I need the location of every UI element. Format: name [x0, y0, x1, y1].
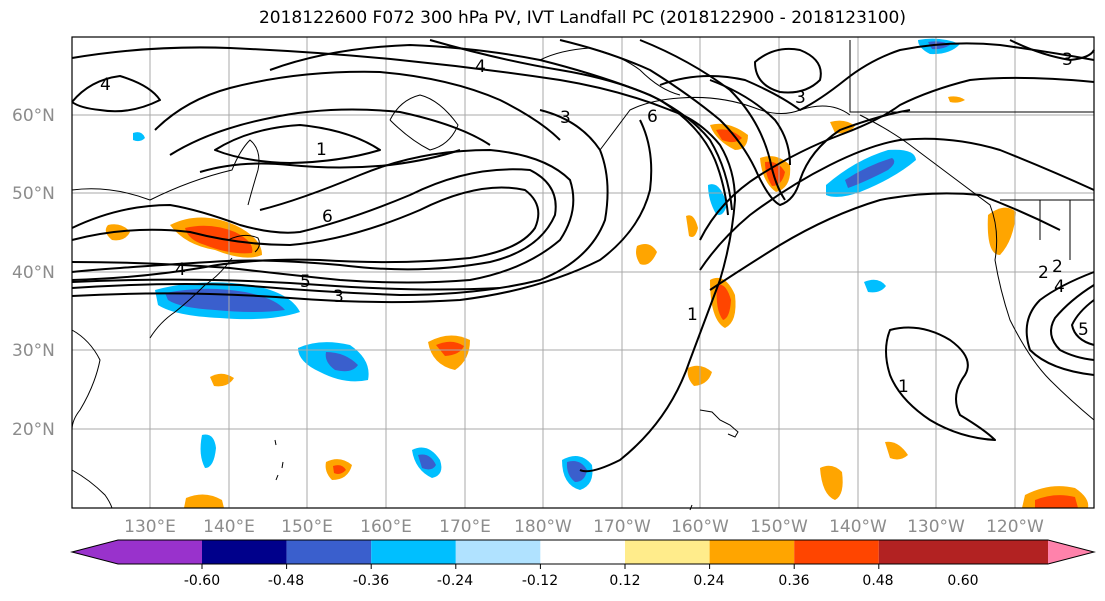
contour-label: 3 — [560, 108, 571, 128]
map-title: 2018122600 F072 300 hPa PV, IVT Landfall… — [258, 8, 906, 28]
pv-contours — [71, 39, 1095, 473]
colorbar-swatch — [878, 540, 1048, 564]
contour-label: 4 — [100, 75, 111, 95]
lon-label: 150°E — [281, 517, 333, 537]
colorbar-swatch — [202, 540, 287, 564]
contour-label: 6 — [322, 207, 333, 227]
coastlines — [71, 40, 1095, 511]
colorbar-ticks — [201, 564, 880, 569]
colorbar-swatch — [72, 540, 202, 564]
colorbar-tick-label: -0.48 — [268, 573, 304, 589]
colorbar-swatch — [455, 540, 541, 564]
longitude-labels: 130°E 140°E 150°E 160°E 170°E 180°W 170°… — [124, 517, 1044, 537]
map-frame — [71, 36, 1095, 509]
colorbar-swatches — [72, 540, 1094, 564]
lon-label: 140°W — [829, 517, 887, 537]
lon-label: 130°W — [907, 517, 965, 537]
colorbar-tick-label: 0.60 — [947, 573, 978, 589]
contour-label: 4 — [475, 57, 486, 77]
contour-label: 1 — [687, 305, 698, 325]
contour-label: 3 — [333, 287, 344, 307]
colorbar-tick-label: 0.36 — [778, 573, 809, 589]
colorbar-tick-label: 0.12 — [609, 573, 640, 589]
colorbar-swatch — [709, 540, 795, 564]
colorbar-outline — [70, 539, 1096, 565]
contour-label: 1 — [898, 377, 909, 397]
contour-label: 3 — [1062, 50, 1073, 70]
contour-label: 1 — [316, 140, 327, 160]
contour-label: 5 — [1078, 320, 1089, 340]
colorbar-tick-labels: -0.60 -0.48 -0.36 -0.24 -0.12 0.12 0.24 … — [184, 573, 979, 589]
contour-label: 2 — [1052, 257, 1063, 277]
lat-label: 20°N — [12, 420, 55, 440]
contour-labels: 4 4 3 6 1 6 4 5 3 3 1 1 2 2 4 5 3 — [100, 50, 1089, 397]
lon-label: 150°W — [750, 517, 808, 537]
contour-label: 4 — [1054, 277, 1065, 297]
lon-label: 170°W — [593, 517, 651, 537]
lon-label: 170°E — [439, 517, 491, 537]
colorbar-swatch — [286, 540, 372, 564]
contour-label: 3 — [795, 88, 806, 108]
colorbar-swatch — [540, 540, 625, 564]
lon-label: 120°W — [986, 517, 1044, 537]
lon-label: 160°W — [671, 517, 729, 537]
colorbar-tick-label: -0.36 — [353, 573, 389, 589]
lat-label: 30°N — [12, 341, 55, 361]
colorbar-tick-label: -0.12 — [522, 573, 558, 589]
colorbar-swatch — [1048, 540, 1094, 564]
colorbar-swatch — [625, 540, 710, 564]
colorbar-swatch — [371, 540, 456, 564]
colorbar-tick-label: -0.60 — [184, 573, 220, 589]
lon-label: 160°E — [360, 517, 412, 537]
colorbar-tick-label: 0.24 — [693, 573, 724, 589]
graticule — [72, 37, 1094, 508]
colorbar-tick-label: 0.48 — [862, 573, 893, 589]
colorbar-swatch — [794, 540, 879, 564]
lat-label: 40°N — [12, 263, 55, 283]
contour-label: 2 — [1038, 263, 1049, 283]
lat-label: 50°N — [12, 184, 55, 204]
colorbar: -0.60 -0.48 -0.36 -0.24 -0.12 0.12 0.24 … — [70, 539, 1096, 589]
contour-label: 4 — [175, 260, 186, 280]
lat-label: 60°N — [12, 106, 55, 126]
contour-label: 6 — [647, 107, 658, 127]
lon-label: 130°E — [124, 517, 176, 537]
lon-label: 180°W — [514, 517, 572, 537]
contour-label: 5 — [300, 272, 311, 292]
colorbar-tick-label: -0.24 — [437, 573, 473, 589]
latitude-labels: 60°N 50°N 40°N 30°N 20°N — [12, 106, 55, 440]
lon-label: 140°E — [203, 517, 255, 537]
